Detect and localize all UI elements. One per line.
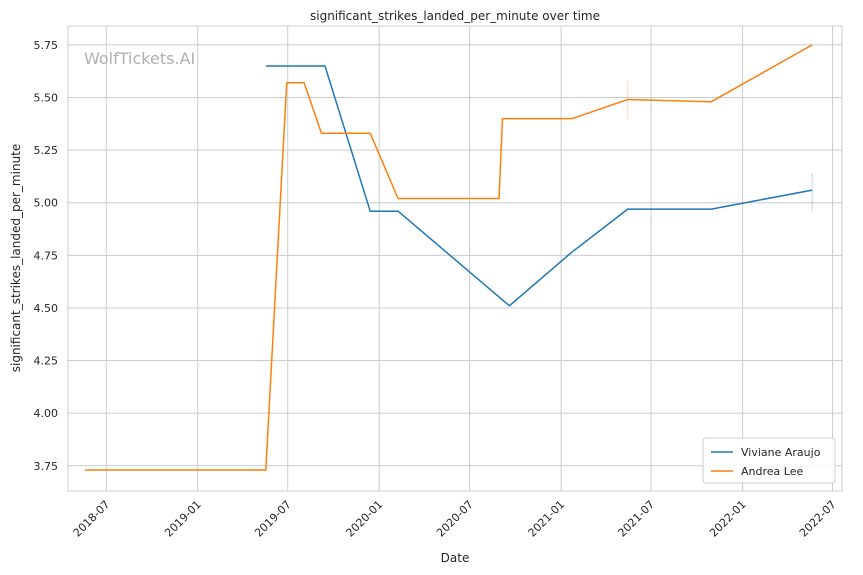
y-tick-label: 4.00 <box>34 407 59 420</box>
legend-label: Viviane Araujo <box>741 446 821 459</box>
y-tick-label: 5.50 <box>34 92 59 105</box>
y-tick-label: 5.00 <box>34 197 59 210</box>
x-axis-title: Date <box>441 551 470 565</box>
plot-background <box>68 26 842 491</box>
x-tick-label: 2022-01 <box>707 498 749 540</box>
y-tick-label: 4.25 <box>34 355 59 368</box>
grid <box>68 26 842 491</box>
x-tick-label: 2019-01 <box>162 498 204 540</box>
series-layer <box>84 44 813 471</box>
plot-frame <box>67 25 843 492</box>
legend-box <box>702 437 836 484</box>
x-tick-label: 2021-01 <box>526 498 568 540</box>
x-tick-label: 2020-01 <box>344 498 386 540</box>
y-tick-label: 4.75 <box>34 249 59 262</box>
y-axis-title: significant_strikes_landed_per_minute <box>9 144 23 373</box>
x-tick-label: 2022-07 <box>797 498 839 540</box>
x-tick-label: 2020-07 <box>434 498 476 540</box>
legend-label: Andrea Lee <box>741 465 803 478</box>
series-line-viviane-araujo <box>265 65 813 307</box>
x-tick-label: 2021-07 <box>616 498 658 540</box>
series-line-andrea-lee <box>84 44 813 471</box>
chart-title: significant_strikes_landed_per_minute ov… <box>310 9 600 23</box>
watermark: WolfTickets.AI <box>84 49 195 68</box>
y-tick-label: 5.25 <box>34 144 59 157</box>
x-tick-label: 2018-07 <box>71 498 113 540</box>
y-tick-label: 5.75 <box>34 39 59 52</box>
y-tick-label: 3.75 <box>34 460 59 473</box>
y-tick-label: 4.50 <box>34 302 59 315</box>
legend: Viviane Araujo Andrea Lee <box>702 437 836 484</box>
x-tick-label: 2019-07 <box>252 498 294 540</box>
